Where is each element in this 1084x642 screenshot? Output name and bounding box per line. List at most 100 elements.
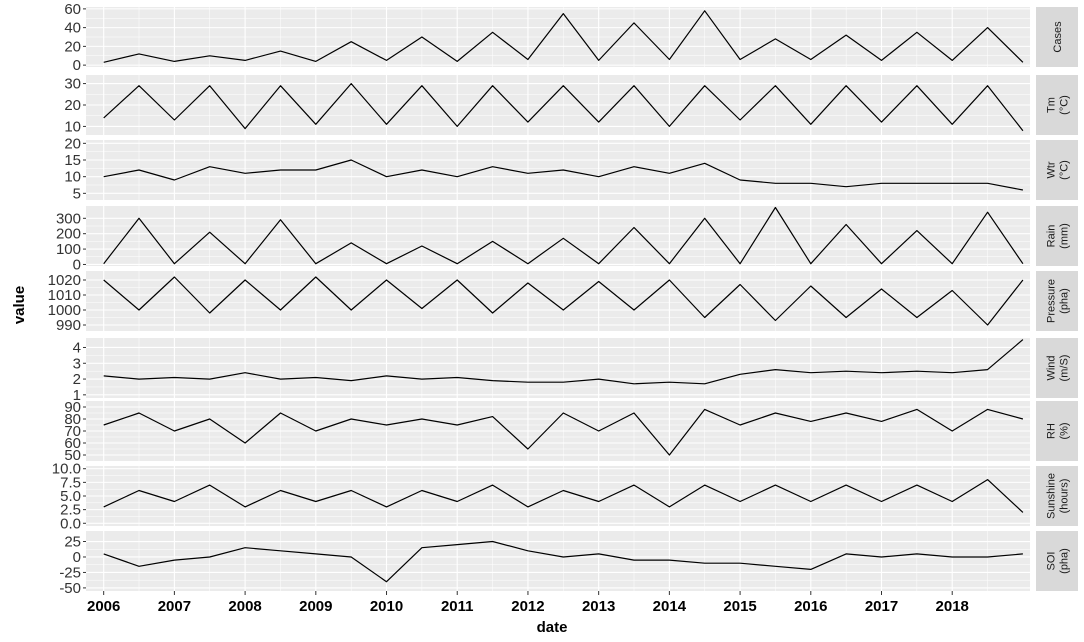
y-tick-label: 0 [73,57,81,74]
y-tick-label: -25 [59,564,81,581]
y-tick-label: 20 [64,97,81,114]
facet-strip [1036,271,1078,331]
x-tick-label: 2012 [511,598,544,615]
facet-strip [1036,338,1078,398]
facet-strip-label: (%) [1059,422,1071,439]
facet-panel: 0.02.55.07.510.0 Sunshine (hours) [52,461,1078,532]
y-tick-label: 1010 [48,287,81,304]
y-tick-label: 15 [64,152,81,169]
series-line [103,479,1024,513]
y-tick-label: 100 [56,241,81,258]
y-tick-label: 10 [64,169,81,186]
y-tick-label: 20 [64,38,81,55]
x-tick-label: 2009 [299,598,332,615]
x-tick-label: 2013 [582,598,615,615]
y-tick-label: 10.0 [52,461,81,478]
x-tick-label: 2006 [87,598,120,615]
y-tick-label: 1020 [48,272,81,289]
facet-strip-label: (pha) [1059,548,1071,574]
series-line [103,159,1024,191]
facet-strip-label: (°C) [1059,95,1071,115]
facet-strip-label: (hours) [1059,479,1071,514]
y-tick-label: 990 [56,317,81,334]
x-axis-title: date [537,619,568,636]
facet-strip-label: RH [1046,423,1058,439]
x-tick-label: 2011 [441,598,474,615]
series-line [103,206,1024,265]
facet-panel: 250-25-50 SOI (pha) [59,531,1078,597]
y-tick-label: 80 [64,411,81,428]
facet-strip [1036,401,1078,461]
x-tick-label: 2016 [794,598,827,615]
y-tick-label: 0 [73,549,81,566]
y-tick-label: 10 [64,118,81,135]
facet-strip [1036,206,1078,266]
panel-background [86,531,1030,591]
x-tick-label: 2014 [653,598,687,615]
facet-strip-label: Wtr [1046,161,1058,178]
x-tick-label: 2018 [936,598,969,615]
x-tick-label: 2010 [370,598,403,615]
facet-strip-label: Rain [1046,225,1058,248]
series-line [103,82,1024,132]
facet-strip [1036,75,1078,135]
y-tick-label: 4 [73,339,81,356]
y-tick-label: 0.0 [60,515,81,532]
x-tick-label: 2015 [723,598,756,615]
y-tick-label: 20 [64,135,81,152]
y-tick-label: 0 [73,256,81,273]
facet-strip-label: Cases [1052,21,1064,53]
facet-strip-label: (mm) [1059,223,1071,249]
facet-strip [1036,140,1078,200]
x-tick-label: 2008 [228,598,261,615]
facet-strip-label: Sunshine [1046,473,1058,519]
y-tick-label: 5 [73,185,81,202]
series-line [103,276,1024,326]
y-tick-label: -50 [59,580,81,597]
y-tick-label: 40 [64,20,81,37]
facet-strip-label: Wind [1046,355,1058,380]
y-tick-label: 60 [64,1,81,18]
y-tick-label: 7.5 [60,474,81,491]
y-axis-title: value [11,286,28,324]
y-tick-label: 70 [64,423,81,440]
y-tick-label: 90 [64,399,81,416]
facet-strip [1036,7,1078,67]
series-line [103,10,1024,63]
x-axis: 2006 2007 2008 2009 2010 2011 2012 2013 2014 2015… [87,591,969,615]
y-tick-label: 30 [64,76,81,93]
y-tick-label: 3 [73,355,81,372]
facet-strip [1036,531,1078,591]
y-tick-label: 60 [64,435,81,452]
series-line [103,408,1024,456]
series-line [103,339,1024,385]
facet-panel: 10 20 30 Tm (°C) [64,75,1078,135]
series-line [103,540,1023,583]
y-tick-label: 5.0 [60,488,81,505]
y-tick-label: 2 [73,371,81,388]
facet-strip-label: (m/S) [1059,355,1071,382]
y-tick-label: 300 [56,210,81,227]
y-tick-label: 2.5 [60,502,81,519]
x-tick-label: 2017 [865,598,898,615]
facet-strip [1036,466,1078,526]
panel-background [86,206,1030,266]
y-tick-label: 200 [56,226,81,243]
facet-strip-label: Pressure [1046,279,1058,323]
facet-strip-label: SOI [1046,552,1058,571]
facet-strip-label: (pha) [1059,288,1071,314]
y-tick-label: 50 [64,447,81,464]
y-tick-label: 25 [64,534,81,551]
facet-strip-label: (°C) [1059,160,1071,180]
x-tick-label: 2007 [158,598,191,615]
facet-strip-label: Tm [1046,97,1058,113]
y-tick-label: 1 [73,387,81,404]
